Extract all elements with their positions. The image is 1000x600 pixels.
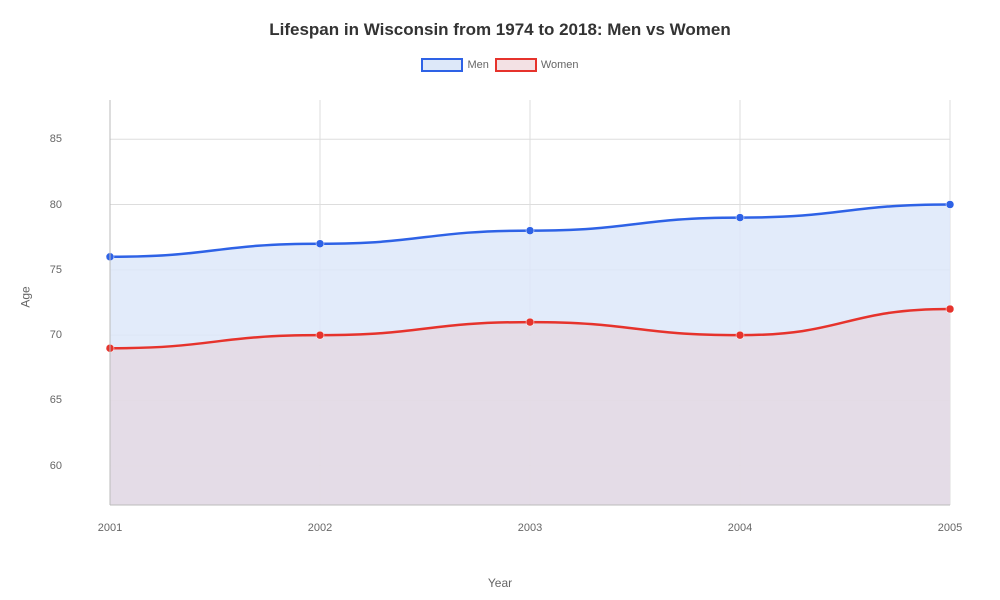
y-tick-label: 70 (50, 329, 62, 341)
x-tick-label: 2004 (728, 522, 752, 534)
y-tick-label: 85 (50, 133, 62, 145)
plot-area (70, 95, 970, 515)
x-tick-label: 2001 (98, 522, 122, 534)
y-tick-label: 75 (50, 264, 62, 276)
legend-item-women[interactable]: Women (495, 58, 579, 72)
chart-container: Lifespan in Wisconsin from 1974 to 2018:… (0, 0, 1000, 600)
x-tick-label: 2005 (938, 522, 962, 534)
y-axis-label: Age (19, 286, 33, 307)
y-tick-label: 65 (50, 394, 62, 406)
legend-swatch-women (495, 58, 537, 72)
legend-swatch-men (421, 58, 463, 72)
legend-label-men: Men (467, 59, 488, 71)
x-tick-label: 2002 (308, 522, 332, 534)
legend: Men Women (0, 58, 1000, 72)
legend-label-women: Women (541, 59, 579, 71)
legend-item-men[interactable]: Men (421, 58, 488, 72)
chart-title: Lifespan in Wisconsin from 1974 to 2018:… (0, 0, 1000, 40)
y-tick-label: 60 (50, 460, 62, 472)
y-tick-label: 80 (50, 199, 62, 211)
x-axis-label: Year (488, 576, 512, 590)
x-tick-label: 2003 (518, 522, 542, 534)
